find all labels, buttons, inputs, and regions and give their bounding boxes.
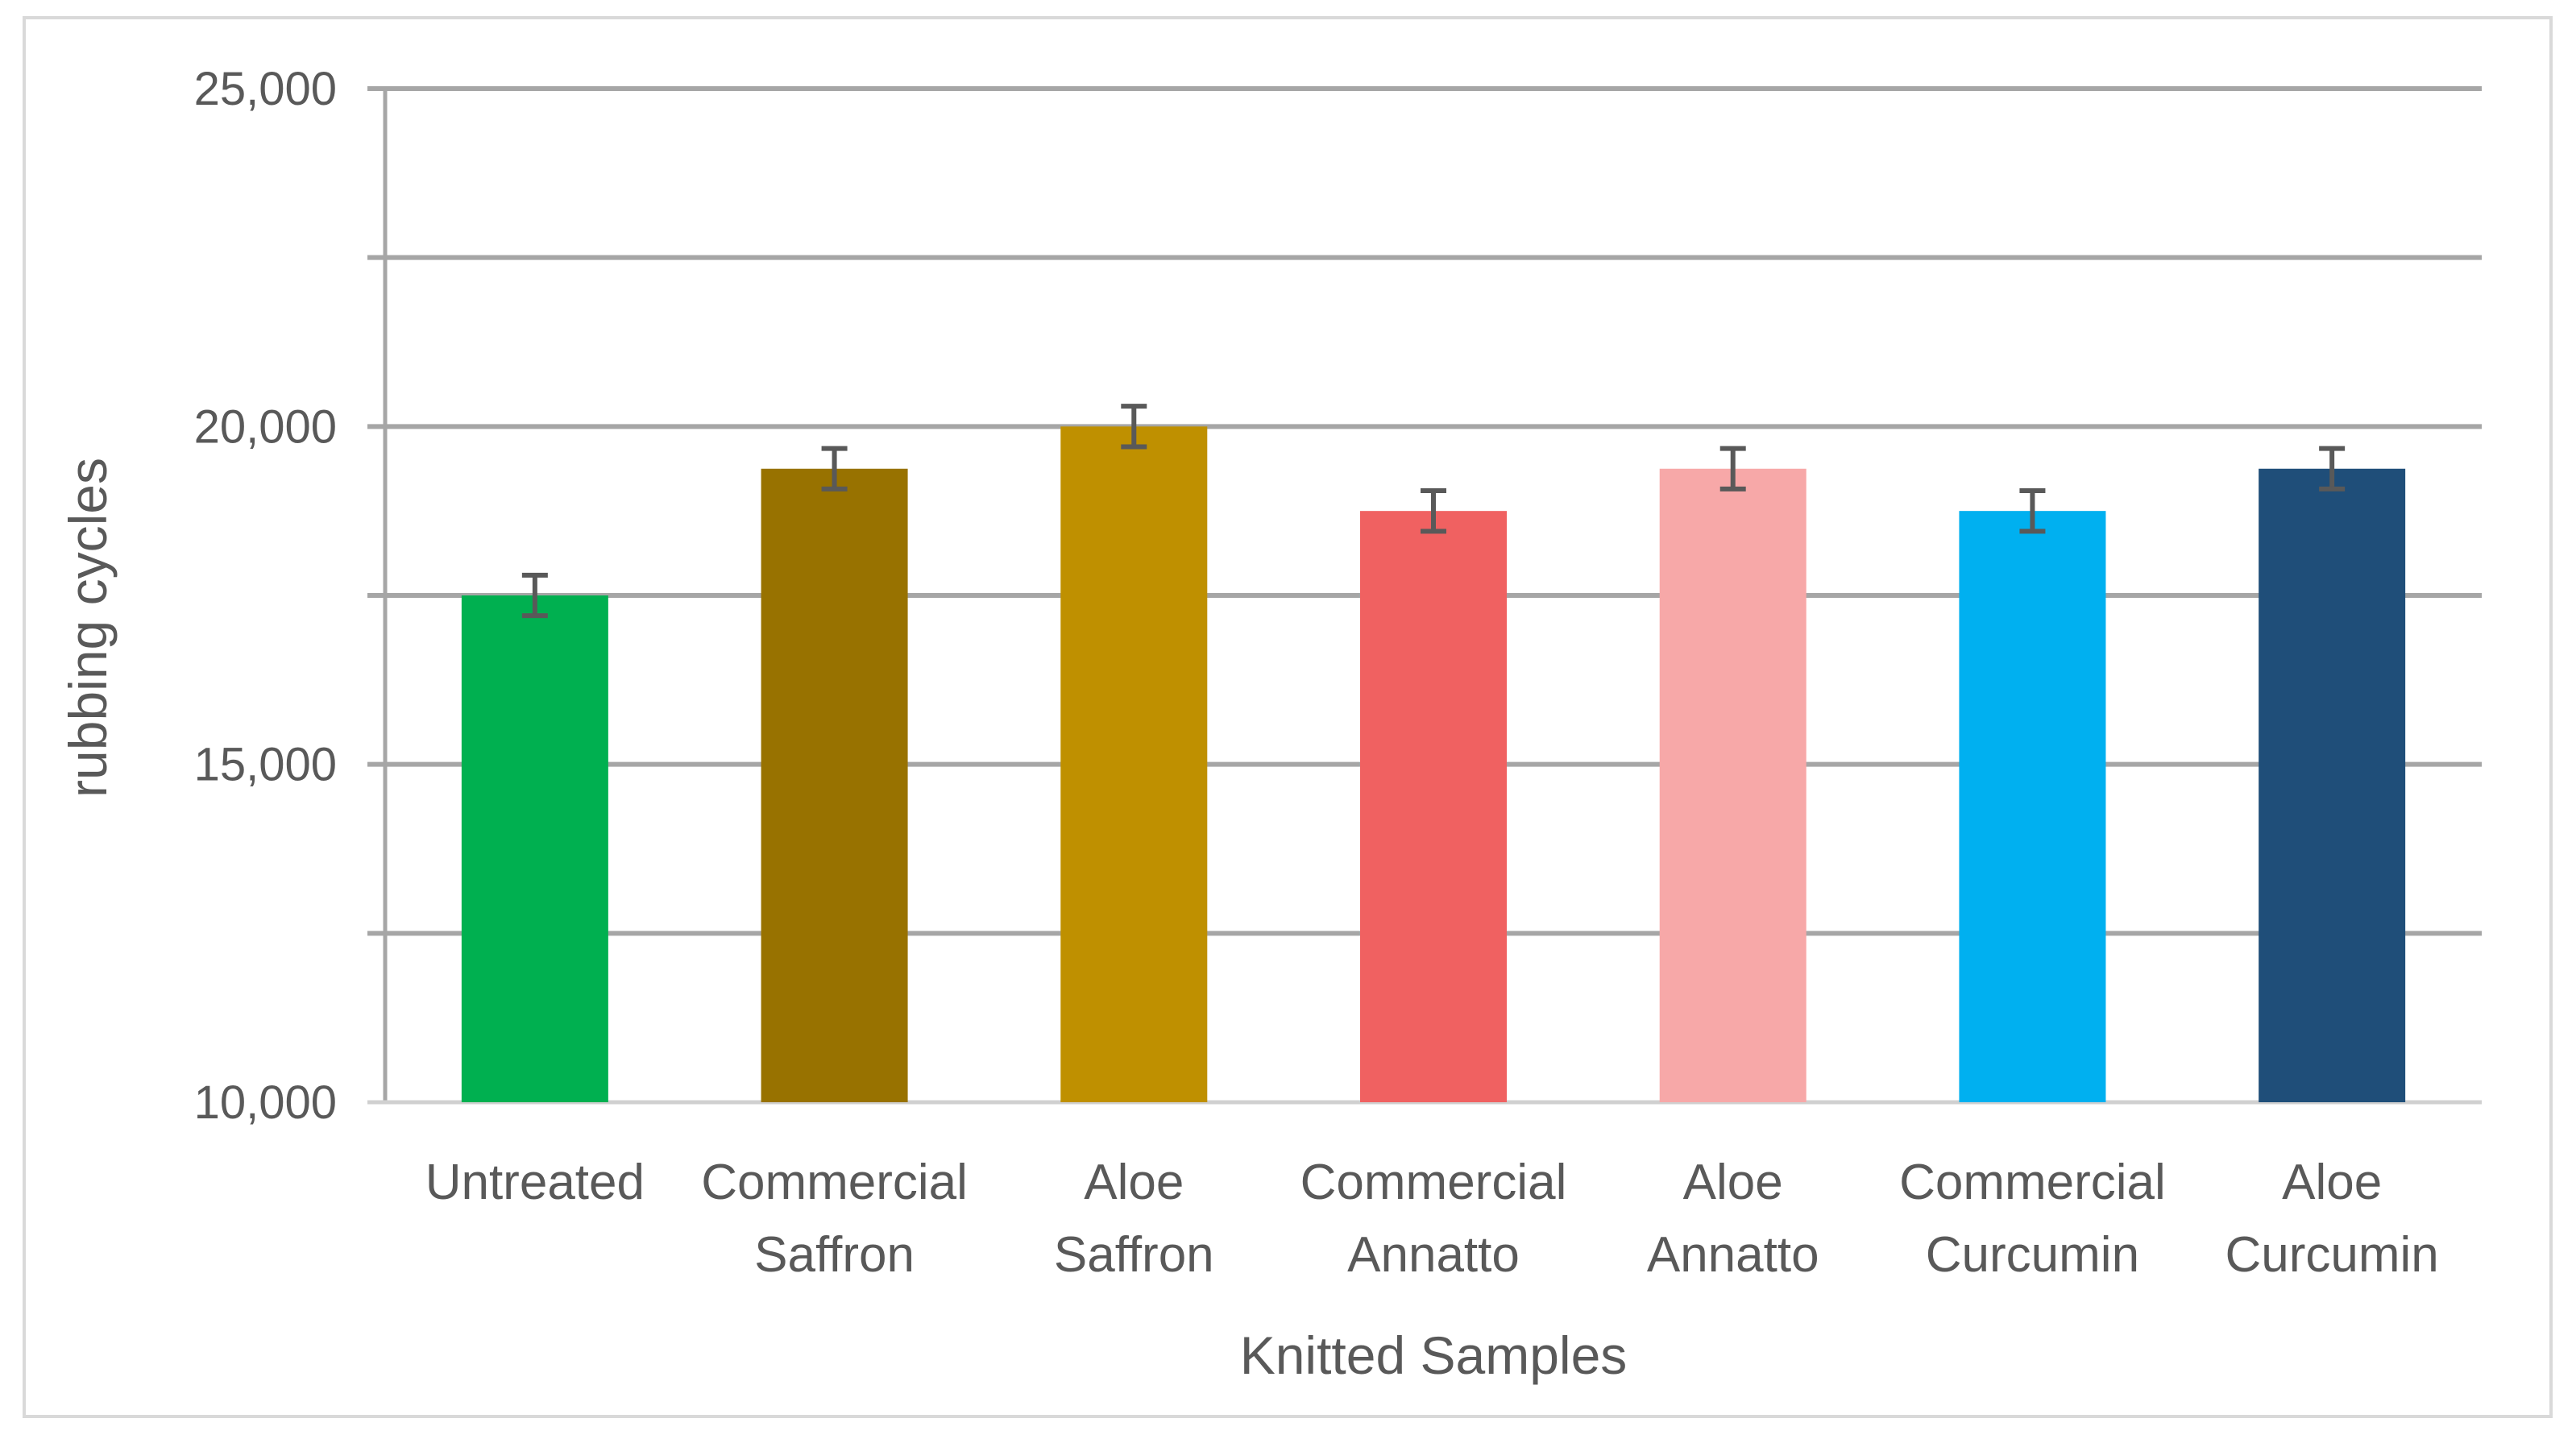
- gridlines: [367, 86, 2482, 936]
- x-tick-label: Untreated: [425, 1155, 645, 1210]
- bar: [1060, 426, 1208, 1102]
- x-tick-label: Annatto: [1647, 1227, 1819, 1283]
- x-tick-label: Saffron: [754, 1227, 915, 1283]
- y-tick-labels: 10,000 15,000 20,000 25,000: [194, 63, 337, 1129]
- bar: [2259, 468, 2406, 1102]
- x-tick-label: Commercial: [701, 1155, 968, 1210]
- y-tick-label: 25,000: [194, 63, 337, 115]
- bar: [461, 595, 608, 1102]
- bar: [1959, 511, 2106, 1102]
- x-tick-label: Annatto: [1347, 1227, 1520, 1283]
- x-axis-title: Knitted Samples: [1240, 1325, 1628, 1385]
- bars: [461, 426, 2406, 1102]
- x-tick-label: Commercial: [1300, 1155, 1567, 1210]
- x-tick-label: Commercial: [1899, 1155, 2166, 1210]
- error-bar: [1719, 446, 1746, 491]
- x-tick-label: Aloe: [1683, 1155, 1783, 1210]
- bar: [1360, 511, 1507, 1102]
- x-tick-label: Aloe: [2282, 1155, 2382, 1210]
- bar: [1659, 468, 1807, 1102]
- chart-frame: [23, 16, 2553, 1418]
- y-tick-label: 10,000: [194, 1076, 337, 1129]
- bar: [761, 468, 908, 1102]
- x-tick-label: Saffron: [1054, 1227, 1214, 1283]
- y-tick-label: 15,000: [194, 739, 337, 791]
- x-tick-label: Curcumin: [1926, 1227, 2139, 1283]
- error-bar: [1121, 404, 1147, 450]
- error-bar: [821, 446, 848, 491]
- error-bar: [521, 572, 548, 619]
- error-bar: [2319, 446, 2346, 491]
- x-tick-label: Aloe: [1084, 1155, 1184, 1210]
- error-bars: [521, 404, 2346, 619]
- error-bar: [1421, 488, 1446, 534]
- y-axis-title: rubbing cycles: [58, 458, 118, 798]
- error-bar: [2019, 488, 2046, 534]
- x-tick-label: Curcumin: [2225, 1227, 2438, 1283]
- x-tick-labels: Untreated Commercial Saffron Aloe Saffron Com…: [425, 1155, 2439, 1283]
- y-tick-label: 20,000: [194, 400, 337, 453]
